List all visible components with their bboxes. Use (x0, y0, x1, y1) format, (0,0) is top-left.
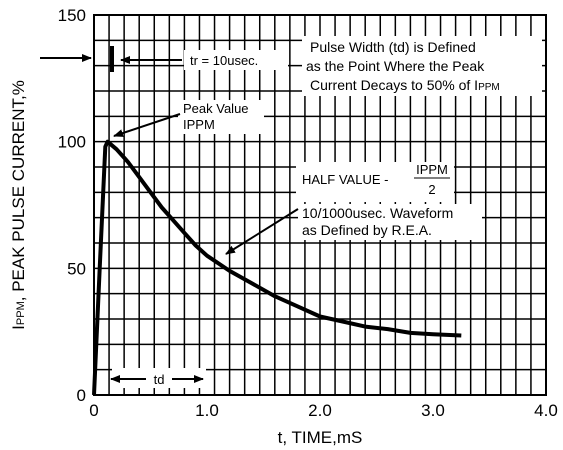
y-tick-label: 0 (77, 386, 86, 405)
pulse-width-box (302, 36, 542, 96)
half-value-label: HALF VALUE - (302, 172, 388, 187)
y-tick-label: 50 (67, 259, 86, 278)
peak-value-label: Peak Value (183, 101, 249, 116)
x-axis-label: t, TIME,mS (278, 428, 363, 447)
half-value-denominator: 2 (428, 182, 435, 197)
waveform-label-bg (298, 204, 482, 240)
y-tick-label: 100 (58, 133, 86, 152)
x-tick-label: 4.0 (534, 401, 558, 420)
waveform-arrow (225, 208, 299, 255)
waveform-label-line2: as Defined by R.E.A. (302, 222, 432, 238)
y-tick-label: 150 (58, 6, 86, 25)
plot-frame (93, 14, 547, 396)
half-value-numerator: IPPM (416, 162, 448, 177)
pulse-width-line1: Pulse Width (td) is Defined (310, 39, 476, 55)
pulse-width-line2: as the Point Where the Peak (306, 58, 485, 74)
x-tick-label: 2.0 (308, 401, 332, 420)
tr-label-bg (184, 50, 288, 70)
half-value-bg (296, 162, 454, 202)
td-label: td (154, 372, 165, 387)
waveform-label-line1: 10/1000usec. Waveform (302, 205, 453, 221)
peak-value-sub: IPPM (183, 117, 215, 132)
x-tick-label: 0 (89, 401, 98, 420)
td-label-bg (112, 368, 206, 388)
series-line-waveform (92, 139, 462, 396)
tick-labels: 0 1.0 2.0 3.0 4.0 0 50 100 150 (58, 6, 558, 420)
x-tick-label: 1.0 (195, 401, 219, 420)
peak-arrow (113, 113, 181, 137)
pulse-width-line3: Current Decays to 50% of IPPM (310, 77, 500, 93)
tr-annotation: tr = 10usec. (190, 53, 258, 68)
peak-label-bg (178, 100, 264, 134)
x-tick-label: 3.0 (421, 401, 445, 420)
y-axis-label: IPPM, PEAK PULSE CURRENT,% (9, 80, 28, 330)
